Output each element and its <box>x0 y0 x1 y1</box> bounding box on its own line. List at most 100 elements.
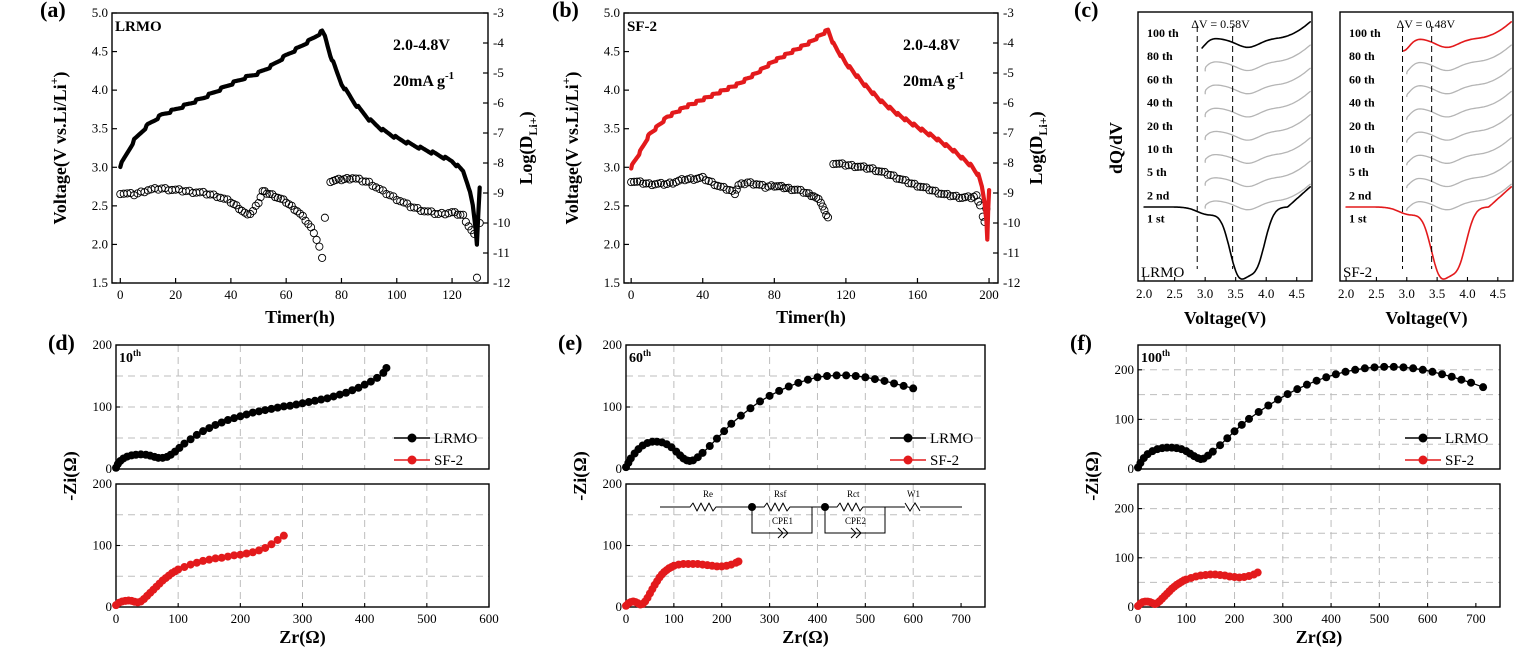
y2-tick-label: -4 <box>1003 35 1014 50</box>
x-axis-title: Timer(h) <box>265 307 335 328</box>
data-point-sf2 <box>186 560 195 569</box>
diffusion-point <box>749 180 758 189</box>
diffusion-point <box>949 191 958 201</box>
y-tick-label: 0 <box>1128 461 1135 476</box>
data-point-lrmo <box>354 383 363 392</box>
diffusion-point <box>823 213 833 222</box>
diffusion-point <box>630 177 639 186</box>
circuit-cpe <box>777 527 789 539</box>
diffusion-point <box>841 161 850 170</box>
x-tick-label: 0 <box>113 611 120 626</box>
panel-label: (a) <box>40 0 66 22</box>
cycle-curve <box>1406 90 1512 120</box>
data-point-lrmo <box>794 378 803 387</box>
data-point-sf2 <box>267 540 276 549</box>
y-tick-label: 0 <box>616 599 623 614</box>
data-point-lrmo <box>323 394 332 403</box>
diffusion-point <box>399 198 408 207</box>
diffusion-point <box>898 175 907 184</box>
data-point-sf2 <box>180 563 189 572</box>
y-tick-label: 200 <box>603 476 623 491</box>
diffusion-point <box>889 171 898 180</box>
data-point-lrmo <box>870 375 879 384</box>
subplot-frame <box>1137 11 1313 282</box>
diffusion-point <box>737 179 746 188</box>
data-point-lrmo <box>1293 385 1302 394</box>
circuit-resistor-re <box>689 502 717 512</box>
data-point-lrmo <box>366 377 375 386</box>
cycle-label: 2 nd <box>1147 188 1170 202</box>
diffusion-point <box>812 193 821 202</box>
subplot-frame <box>1137 483 1501 608</box>
cycle-curve <box>1406 183 1512 212</box>
data-point-lrmo <box>261 406 270 415</box>
legend-label-lrmo: LRMO <box>1445 431 1489 447</box>
diffusion-point <box>633 177 642 186</box>
cycle-label: 1 st <box>1349 212 1367 226</box>
diffusion-point <box>822 211 831 220</box>
y-tick-label: 2.5 <box>92 198 108 213</box>
diffusion-point <box>450 208 459 217</box>
subplot-label: SF-2 <box>1343 265 1372 281</box>
diffusion-point <box>246 209 255 219</box>
diffusion-point <box>787 186 796 195</box>
x-axis-title: Timer(h) <box>776 307 846 328</box>
x-tick-label: 500 <box>856 611 876 626</box>
annotation-voltage-window: 2.0-4.8V <box>393 37 450 54</box>
data-point-lrmo <box>746 404 755 413</box>
diffusion-point <box>260 187 269 196</box>
cycle-curve <box>1406 44 1512 75</box>
y-tick-label: 100 <box>1115 411 1135 426</box>
data-point-lrmo <box>242 410 251 419</box>
x-tick-label: 100 <box>1177 611 1197 626</box>
cycle-label: 100 th <box>1349 26 1381 40</box>
y2-tick-label: -3 <box>493 5 504 20</box>
legend-marker-sf2 <box>407 455 417 465</box>
cycle-curve <box>1406 160 1512 189</box>
y2-tick-label: -11 <box>493 245 510 260</box>
x-tick-label: 60 <box>280 287 293 302</box>
x-tick-label: 100 <box>664 611 684 626</box>
data-point-lrmo <box>236 412 245 421</box>
cycle-curve <box>1204 90 1311 118</box>
data-point-sf2 <box>261 543 270 552</box>
y2-tick-label: -11 <box>1003 245 1020 260</box>
cycle-curve-highlight <box>1402 21 1512 52</box>
diffusion-point <box>268 190 277 199</box>
x-tick-label: 120 <box>836 287 856 302</box>
y-tick-label: 0 <box>616 461 623 476</box>
diffusion-point <box>409 203 419 212</box>
x-tick-label: 500 <box>417 611 437 626</box>
data-point-lrmo <box>1208 447 1217 456</box>
y-tick-label: 4.0 <box>604 82 620 97</box>
panel-title: SF-2 <box>627 19 657 35</box>
data-point-lrmo <box>909 384 918 393</box>
data-point-lrmo <box>317 395 326 404</box>
cycle-label: 40 th <box>1147 96 1173 110</box>
cycle-curve <box>1406 67 1512 98</box>
subplot-frame <box>1339 11 1514 282</box>
x-tick-label: 300 <box>293 611 313 626</box>
legend-marker-sf2 <box>1418 455 1428 465</box>
diffusion-point <box>627 178 636 187</box>
x-tick-label: 80 <box>768 287 781 302</box>
cycle-curve <box>1204 67 1311 95</box>
y-tick-label: 200 <box>603 337 623 352</box>
x-tick-label: 200 <box>979 287 999 302</box>
x-tick-label: 120 <box>442 287 462 302</box>
x-tick-label: 300 <box>760 611 780 626</box>
cycle-curve <box>1204 137 1311 164</box>
y-tick-label: 100 <box>603 399 623 414</box>
diffusion-point <box>913 182 922 191</box>
y-axis-title: dQ/dV <box>1106 122 1126 174</box>
delta-v-label: ΔV = 0.48V <box>1397 17 1456 31</box>
diffusion-point <box>298 211 307 220</box>
data-point-lrmo <box>1216 441 1225 450</box>
data-point-lrmo <box>273 403 282 412</box>
panel-label: (b) <box>552 0 579 22</box>
y-tick-label: 200 <box>1115 362 1135 377</box>
cycle-curve <box>1406 114 1512 143</box>
cycle-label: 5 th <box>1147 165 1167 179</box>
diffusion-point <box>318 253 327 262</box>
